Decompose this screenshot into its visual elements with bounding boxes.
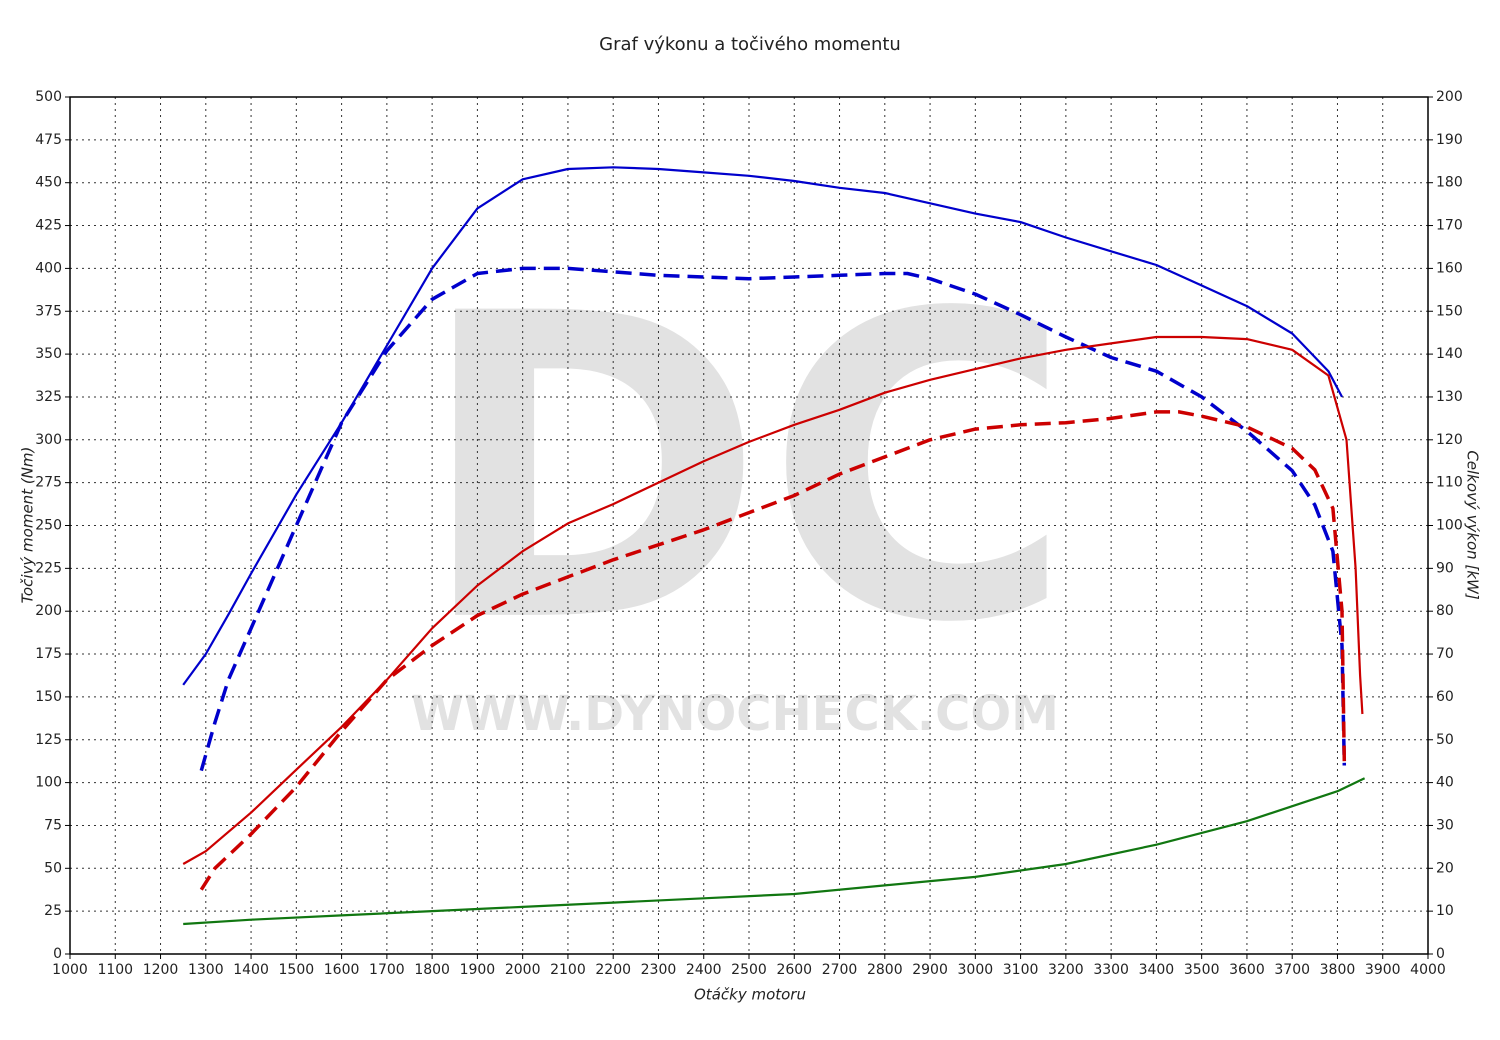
- x-tick-label: 3400: [1139, 962, 1175, 978]
- x-tick-label: 3600: [1229, 962, 1265, 978]
- y-tick-label: 100: [35, 775, 62, 791]
- y-tick-label: 25: [44, 903, 62, 919]
- y2-tick-label: 40: [1436, 775, 1454, 791]
- x-tick-label: 1700: [369, 962, 405, 978]
- y2-tick-label: 80: [1436, 603, 1454, 619]
- y2-tick-label: 140: [1436, 346, 1463, 362]
- y2-tick-label: 180: [1436, 175, 1463, 191]
- x-tick-label: 2800: [867, 962, 903, 978]
- y-tick-label: 475: [35, 132, 62, 148]
- x-tick-label: 2700: [822, 962, 858, 978]
- y2-tick-label: 20: [1436, 860, 1454, 876]
- y2-tick-label: 10: [1436, 903, 1454, 919]
- x-tick-label: 3200: [1048, 962, 1084, 978]
- x-axis-label: Otáčky motoru: [694, 986, 806, 1004]
- x-tick-label: 3700: [1274, 962, 1310, 978]
- y-tick-label: 150: [35, 689, 62, 705]
- y-tick-label: 350: [35, 346, 62, 362]
- y2-tick-label: 200: [1436, 89, 1463, 105]
- x-tick-label: 1100: [97, 962, 133, 978]
- y-tick-label: 300: [35, 432, 62, 448]
- x-tick-label: 2100: [550, 962, 586, 978]
- x-tick-label: 3100: [1003, 962, 1039, 978]
- watermark-url: WWW.DYNOCHECK.COM: [411, 686, 1059, 742]
- y2-tick-label: 110: [1436, 475, 1463, 491]
- chart-title: Graf výkonu a točivého momentu: [599, 34, 901, 55]
- y2-tick-label: 170: [1436, 218, 1463, 234]
- y2-tick-label: 60: [1436, 689, 1454, 705]
- y2-tick-label: 70: [1436, 646, 1454, 662]
- x-tick-label: 2200: [595, 962, 631, 978]
- x-tick-label: 2500: [731, 962, 767, 978]
- x-tick-label: 1000: [52, 962, 88, 978]
- x-tick-label: 1800: [414, 962, 450, 978]
- series-line: [182, 335, 1364, 865]
- x-tick-label: 1200: [143, 962, 179, 978]
- x-tick-label: 2900: [912, 962, 948, 978]
- y-tick-label: 250: [35, 518, 62, 534]
- y2-tick-label: 90: [1436, 560, 1454, 576]
- x-tick-label: 1300: [188, 962, 224, 978]
- watermark-logo: DC: [417, 226, 1074, 715]
- x-tick-label: 3900: [1365, 962, 1401, 978]
- x-tick-label: 3800: [1320, 962, 1356, 978]
- y2-axis-label: Celkový výkon [kW]: [1464, 450, 1482, 600]
- series-line: [182, 166, 1343, 686]
- y-tick-label: 225: [35, 560, 62, 576]
- plot-frame: [69, 96, 1429, 955]
- y2-tick-label: 160: [1436, 260, 1463, 276]
- y-tick-label: 450: [35, 175, 62, 191]
- x-tick-label: 3300: [1093, 962, 1129, 978]
- y2-tick-label: 190: [1436, 132, 1463, 148]
- x-tick-label: 3500: [1184, 962, 1220, 978]
- y-tick-label: 125: [35, 732, 62, 748]
- y-axis-label: Točivý moment (Nm): [19, 447, 37, 604]
- y-tick-label: 400: [35, 260, 62, 276]
- x-tick-label: 2000: [505, 962, 541, 978]
- y-tick-label: 0: [53, 946, 62, 962]
- y-tick-label: 325: [35, 389, 62, 405]
- x-tick-label: 1500: [279, 962, 315, 978]
- y-tick-label: 200: [35, 603, 62, 619]
- y-tick-label: 500: [35, 89, 62, 105]
- y-tick-label: 425: [35, 218, 62, 234]
- y-tick-label: 175: [35, 646, 62, 662]
- y-tick-label: 375: [35, 303, 62, 319]
- y2-tick-label: 100: [1436, 518, 1463, 534]
- y2-tick-label: 130: [1436, 389, 1463, 405]
- y-tick-label: 75: [44, 817, 62, 833]
- x-tick-label: 2600: [776, 962, 812, 978]
- x-tick-label: 1900: [460, 962, 496, 978]
- y2-tick-label: 0: [1436, 946, 1445, 962]
- x-tick-label: 1600: [324, 962, 360, 978]
- y2-tick-label: 120: [1436, 432, 1463, 448]
- x-tick-label: 4000: [1410, 962, 1446, 978]
- y-tick-label: 50: [44, 860, 62, 876]
- x-tick-label: 1400: [233, 962, 269, 978]
- x-tick-label: 2400: [686, 962, 722, 978]
- x-tick-label: 3000: [958, 962, 994, 978]
- x-tick-label: 2300: [641, 962, 677, 978]
- series-line: [199, 410, 1347, 891]
- y2-tick-label: 150: [1436, 303, 1463, 319]
- y2-tick-label: 30: [1436, 817, 1454, 833]
- y-tick-label: 275: [35, 475, 62, 491]
- series-line: [183, 777, 1366, 926]
- y2-tick-label: 50: [1436, 732, 1454, 748]
